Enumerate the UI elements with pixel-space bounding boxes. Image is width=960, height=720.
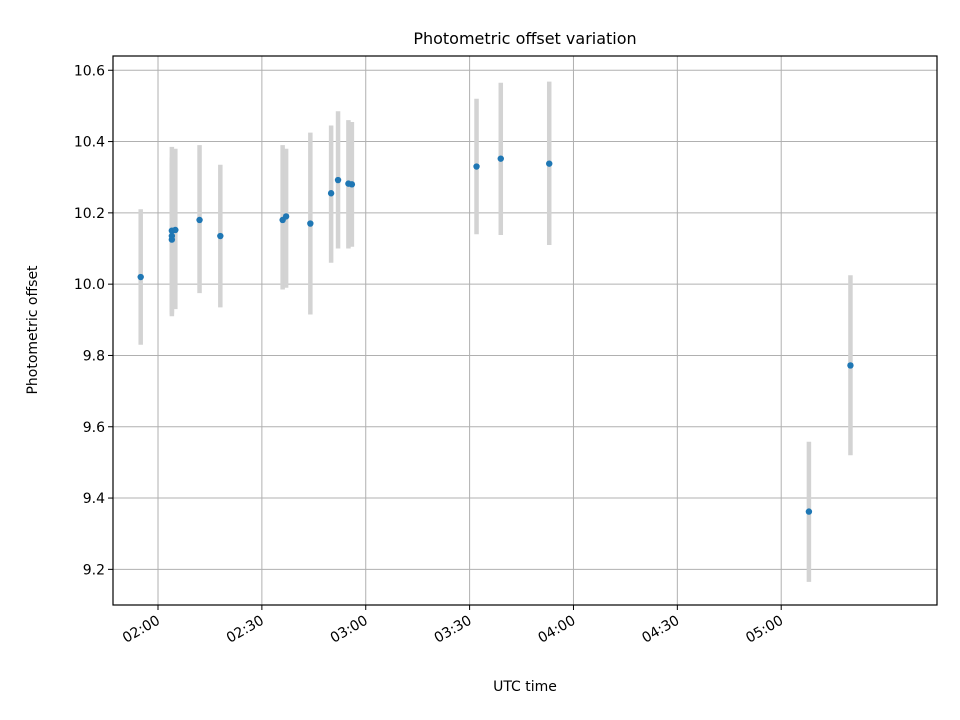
data-point (282, 213, 290, 220)
data-point (473, 163, 480, 170)
data-point (196, 216, 203, 224)
y-tick-label: 9.8 (83, 348, 105, 364)
y-tick-label: 10.2 (74, 206, 105, 222)
y-axis: 9.2 9.4 9.6 9.8 10.0 10.2 10.4 10.6 (74, 63, 113, 578)
chart-title: Photometric offset variation (413, 29, 636, 48)
y-tick-label: 10.4 (74, 135, 105, 151)
y-axis-label: Photometric offset (25, 265, 41, 395)
data-point (348, 181, 356, 188)
y-tick-label: 9.6 (83, 420, 105, 436)
data-point (137, 273, 144, 281)
y-tick-label: 10.6 (74, 63, 105, 79)
data-point (334, 176, 342, 184)
grid (113, 56, 937, 605)
plot-frame (112, 55, 938, 606)
data-point (327, 190, 335, 197)
y-tick-label: 9.2 (83, 562, 105, 578)
data-point (497, 155, 504, 162)
data-points (137, 155, 854, 515)
data-point (805, 508, 813, 515)
data-point (172, 226, 179, 234)
data-point (847, 362, 854, 369)
data-point (217, 232, 224, 240)
data-point (168, 236, 176, 243)
y-tick-label: 10.0 (74, 277, 105, 293)
y-tick-label: 9.4 (83, 491, 105, 507)
data-point (546, 160, 553, 167)
x-axis-label: UTC time (493, 679, 557, 695)
data-point (307, 220, 314, 227)
